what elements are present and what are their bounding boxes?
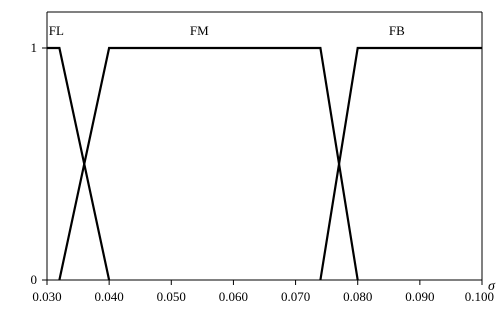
y-tick-label: 1 [31, 40, 38, 55]
y-tick-label: 0 [31, 272, 38, 287]
series-layer [47, 46, 482, 281]
x-tick-label: 0.090 [405, 289, 434, 304]
set-label-fm: FM [190, 23, 209, 38]
x-tick-label: 0.100 [465, 289, 494, 304]
series-fl-line [47, 46, 111, 281]
set-labels: FL FM FB [49, 23, 405, 38]
set-label-fb: FB [389, 23, 405, 38]
x-axis-label: σ [488, 279, 496, 294]
y-axis-ticks: 01 [31, 40, 47, 287]
x-tick-label: 0.040 [95, 289, 124, 304]
x-tick-label: 0.030 [32, 289, 61, 304]
x-tick-label: 0.050 [157, 289, 186, 304]
plot-frame [46, 11, 483, 281]
x-tick-label: 0.060 [219, 289, 248, 304]
x-tick-label: 0.080 [343, 289, 372, 304]
x-axis-ticks: 0.030 0.040 0.050 0.060 0.070 0.080 0.090 0.100 [32, 280, 494, 304]
set-label-fl: FL [49, 23, 64, 38]
series-fb-line [319, 46, 482, 281]
x-tick-label: 0.070 [281, 289, 310, 304]
series-fm-line [58, 46, 359, 281]
